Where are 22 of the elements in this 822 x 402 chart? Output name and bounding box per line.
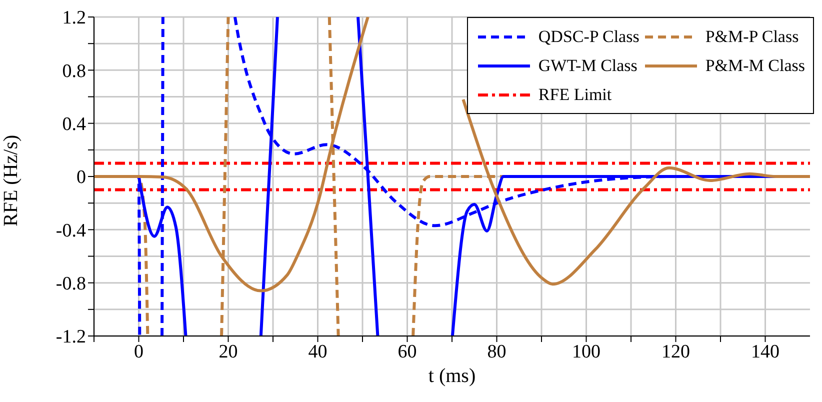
x-tick-label: 120: [662, 341, 690, 362]
x-tick-label: 100: [572, 341, 600, 362]
x-tick-label: 0: [134, 341, 144, 362]
y-tick-label: -0.4: [56, 220, 86, 242]
y-tick-label: -1.2: [56, 326, 86, 348]
y-tick-label: 0.4: [62, 114, 86, 136]
y-axis-title: RFE (Hz/s): [0, 134, 22, 226]
legend-label: P&M-M Class: [705, 56, 805, 76]
y-tick-label: 0: [76, 167, 86, 188]
legend-label: QDSC-P Class: [538, 26, 640, 46]
x-tick-label: 40: [308, 341, 328, 362]
y-tick-label: -0.8: [56, 274, 86, 295]
x-tick-label: 60: [398, 341, 417, 362]
y-tick-label: 0.8: [62, 60, 86, 82]
legend-label: P&M-P Class: [705, 26, 799, 46]
x-tick-label: 80: [487, 341, 506, 362]
legend-label: GWT-M Class: [538, 56, 638, 76]
x-tick-label: 20: [218, 341, 238, 362]
x-axis-title: t (ms): [428, 365, 476, 387]
y-tick-label: 1.2: [62, 8, 86, 29]
x-tick-label: 140: [751, 341, 780, 362]
legend-label: RFE Limit: [538, 84, 612, 104]
